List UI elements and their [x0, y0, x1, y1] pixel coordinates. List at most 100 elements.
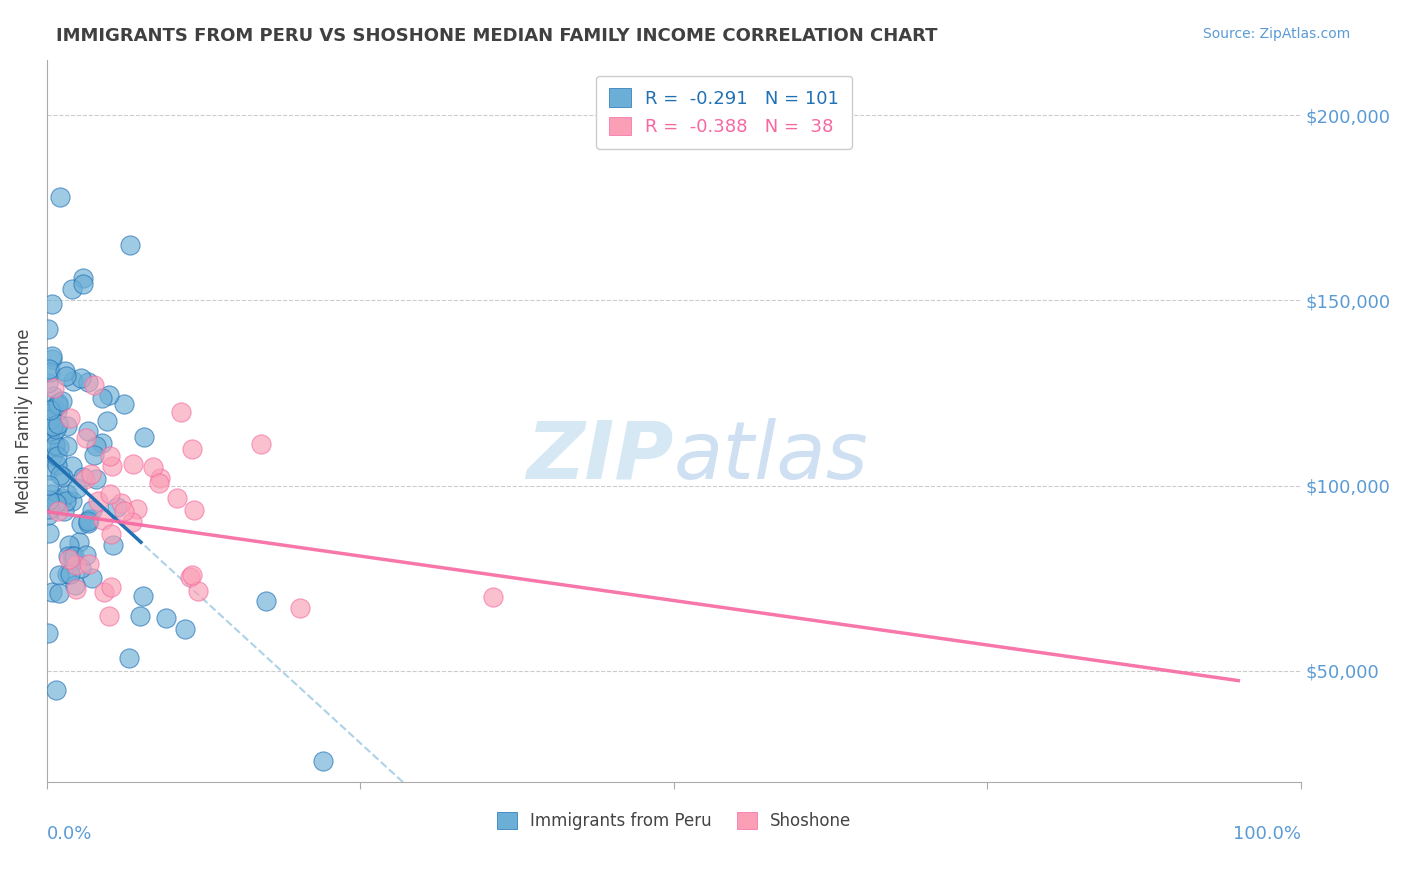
Point: [42, 381, 65, 395]
Legend: Immigrants from Peru, Shoshone: Immigrants from Peru, Shoshone: [488, 804, 859, 838]
Point: [51, 491, 73, 506]
Point: [56, 487, 79, 501]
Point: [51, 393, 73, 408]
Point: [80, 503, 103, 517]
Point: [149, 471, 172, 485]
Point: [66, 481, 89, 495]
Point: [84, 472, 107, 486]
Point: [254, 593, 277, 607]
Point: [37, 322, 59, 336]
Point: [55, 493, 77, 508]
Point: [46, 449, 69, 463]
Point: [69, 371, 91, 385]
Point: [98, 487, 121, 501]
Point: [132, 590, 155, 604]
Point: [42, 439, 65, 453]
Point: [86, 494, 108, 508]
Point: [38, 463, 60, 477]
Point: [38, 478, 60, 492]
Point: [37, 420, 59, 434]
Point: [288, 601, 311, 615]
Point: [56, 418, 79, 433]
Point: [62, 374, 84, 388]
Point: [121, 515, 143, 529]
Point: [58, 552, 80, 566]
Point: [39, 412, 62, 426]
Text: atlas: atlas: [673, 418, 869, 496]
Point: [45, 491, 67, 506]
Point: [148, 475, 170, 490]
Point: [181, 442, 204, 457]
Point: [38, 493, 60, 508]
Point: [38, 362, 60, 376]
Point: [100, 526, 122, 541]
Point: [39, 365, 62, 379]
Point: [127, 501, 149, 516]
Point: [45, 682, 67, 697]
Point: [77, 557, 100, 571]
Point: [60, 494, 83, 508]
Point: [65, 582, 87, 597]
Point: [98, 388, 121, 402]
Point: [73, 472, 96, 486]
Point: [142, 460, 165, 475]
Point: [41, 401, 63, 415]
Point: [56, 567, 79, 582]
Point: [76, 514, 98, 528]
Point: [42, 389, 65, 403]
Point: [45, 496, 67, 510]
Y-axis label: Median Family Income: Median Family Income: [15, 328, 32, 514]
Point: [75, 432, 97, 446]
Point: [249, 437, 271, 451]
Text: Source: ZipAtlas.com: Source: ZipAtlas.com: [1202, 27, 1350, 41]
Point: [72, 271, 94, 285]
Point: [59, 411, 82, 425]
Point: [63, 549, 86, 563]
Point: [49, 468, 72, 483]
Point: [63, 578, 86, 592]
Point: [58, 549, 80, 563]
Point: [121, 458, 143, 472]
Point: [101, 459, 124, 474]
Point: [90, 391, 112, 405]
Point: [312, 755, 335, 769]
Point: [84, 440, 107, 454]
Point: [49, 190, 72, 204]
Point: [55, 369, 77, 384]
Point: [37, 508, 59, 522]
Text: ZIP: ZIP: [527, 418, 673, 496]
Point: [72, 277, 94, 291]
Point: [65, 558, 87, 572]
Point: [38, 525, 60, 540]
Text: IMMIGRANTS FROM PERU VS SHOSHONE MEDIAN FAMILY INCOME CORRELATION CHART: IMMIGRANTS FROM PERU VS SHOSHONE MEDIAN …: [56, 27, 938, 45]
Point: [62, 554, 84, 568]
Point: [173, 622, 195, 636]
Point: [76, 425, 98, 439]
Point: [59, 567, 82, 582]
Point: [166, 491, 188, 506]
Point: [118, 651, 141, 665]
Point: [72, 470, 94, 484]
Point: [41, 297, 63, 311]
Point: [39, 486, 62, 500]
Point: [48, 440, 70, 454]
Point: [180, 568, 202, 582]
Point: [56, 439, 79, 453]
Point: [112, 397, 135, 411]
Point: [98, 449, 121, 463]
Point: [60, 282, 83, 296]
Point: [45, 422, 67, 436]
Point: [60, 549, 83, 563]
Point: [70, 517, 93, 532]
Point: [91, 436, 114, 450]
Point: [170, 404, 193, 418]
Point: [60, 458, 83, 473]
Point: [52, 503, 75, 517]
Point: [53, 364, 76, 378]
Point: [45, 496, 67, 510]
Point: [77, 375, 100, 389]
Point: [46, 398, 69, 412]
Point: [39, 402, 62, 417]
Point: [70, 561, 93, 575]
Point: [155, 611, 177, 625]
